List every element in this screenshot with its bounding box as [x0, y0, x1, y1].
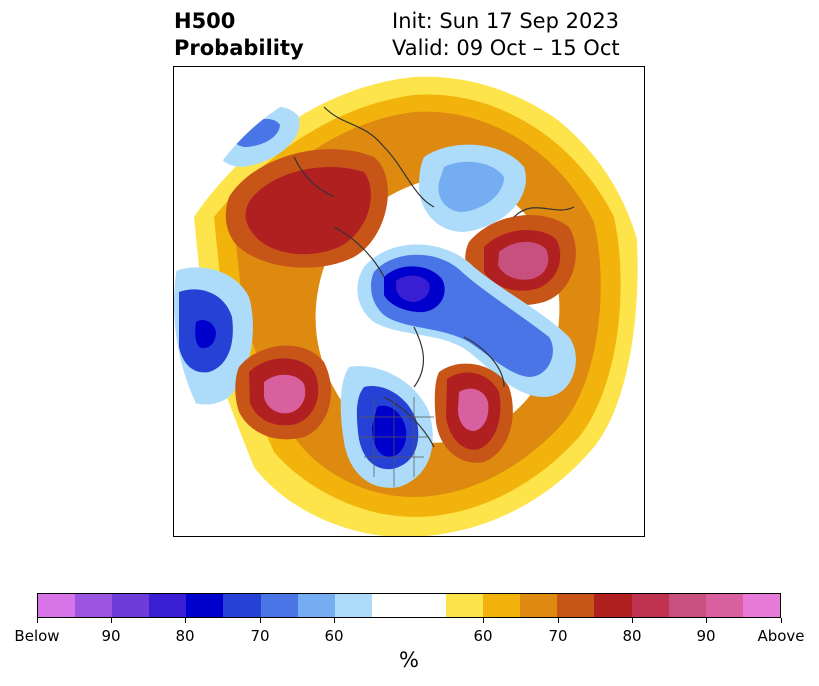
colorbar-segment — [223, 594, 261, 617]
colorbar-tick-label: 80 — [622, 627, 642, 645]
colorbar-tick — [558, 618, 559, 623]
init-date: Init: Sun 17 Sep 2023 — [392, 9, 620, 33]
colorbar-tick-label: 70 — [548, 627, 568, 645]
colorbar-tick-label: 70 — [250, 627, 270, 645]
colorbar-tick — [334, 618, 335, 623]
probability-map — [174, 68, 644, 536]
colorbar-segment — [260, 594, 298, 617]
coastlines — [293, 106, 575, 448]
colorbar-unit: % — [399, 648, 419, 672]
valid-range: Valid: 09 Oct – 15 Oct — [392, 36, 620, 60]
colorbar-tick — [483, 618, 484, 623]
below-na-3 — [372, 405, 407, 457]
colorbar-tick — [260, 618, 261, 623]
colorbar-segment — [186, 594, 224, 617]
map-panel — [173, 66, 645, 537]
colorbar-segment — [112, 594, 150, 617]
below-left-3 — [195, 320, 216, 349]
colorbar-segment — [334, 594, 372, 617]
colorbar-tick-label: Above — [757, 627, 805, 645]
colorbar — [37, 593, 781, 618]
colorbar-tick — [185, 618, 186, 623]
above-nw-3 — [245, 166, 371, 255]
colorbar-tick — [706, 618, 707, 623]
colorbar-tick-label: 60 — [324, 627, 344, 645]
colorbar-segment — [149, 594, 187, 617]
map-disk — [174, 68, 644, 536]
title-type: Probability — [174, 36, 304, 60]
below-top-center-2 — [438, 161, 504, 212]
title-left: H500 Probability — [174, 8, 304, 62]
colorbar-segment — [594, 594, 632, 617]
colorbar-segment — [668, 594, 706, 617]
colorbar-tick — [37, 618, 38, 623]
above-ec-3 — [458, 388, 489, 431]
colorbar-segment — [75, 594, 113, 617]
colorbar-tick-label: 90 — [101, 627, 121, 645]
borders — [359, 397, 434, 487]
colorbar-segment — [557, 594, 595, 617]
colorbar-segment — [38, 594, 76, 617]
colorbar-tick — [111, 618, 112, 623]
colorbar-segment — [408, 594, 447, 617]
title-variable: H500 — [174, 9, 236, 33]
colorbar-tick-label: 60 — [473, 627, 493, 645]
colorbar-segment — [705, 594, 743, 617]
colorbar-segment — [446, 594, 484, 617]
colorbar-tick-label: Below — [14, 627, 60, 645]
colorbar-tick — [781, 618, 782, 623]
colorbar-tick — [632, 618, 633, 623]
colorbar-segment — [297, 594, 335, 617]
above-pac-3 — [264, 374, 306, 414]
below-center-4 — [396, 275, 430, 302]
colorbar-segment — [520, 594, 558, 617]
colorbar-tick-label: 80 — [175, 627, 195, 645]
above-ne-4 — [498, 241, 549, 280]
colorbar-segment — [483, 594, 521, 617]
colorbar-segment — [631, 594, 669, 617]
colorbar-tick-label: 90 — [696, 627, 716, 645]
colorbar-segment — [371, 594, 409, 617]
title-right: Init: Sun 17 Sep 2023 Valid: 09 Oct – 15… — [392, 8, 620, 62]
colorbar-segment — [742, 594, 780, 617]
